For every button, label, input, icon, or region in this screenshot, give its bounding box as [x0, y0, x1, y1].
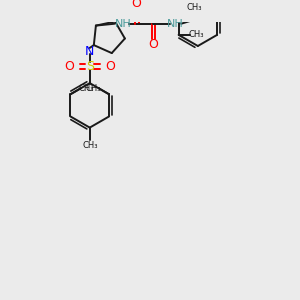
Text: N: N [85, 45, 94, 58]
Text: S: S [86, 60, 94, 73]
Text: O: O [105, 60, 115, 73]
Text: O: O [148, 38, 158, 51]
Text: CH₃: CH₃ [85, 84, 101, 93]
Text: NH: NH [115, 19, 132, 29]
Text: CH₃: CH₃ [188, 30, 204, 39]
Text: CH₃: CH₃ [187, 3, 203, 12]
Text: CH₃: CH₃ [82, 141, 98, 150]
Text: CH₃: CH₃ [79, 84, 94, 93]
Text: NH: NH [167, 19, 184, 29]
Text: O: O [64, 60, 74, 73]
Text: O: O [132, 0, 142, 10]
